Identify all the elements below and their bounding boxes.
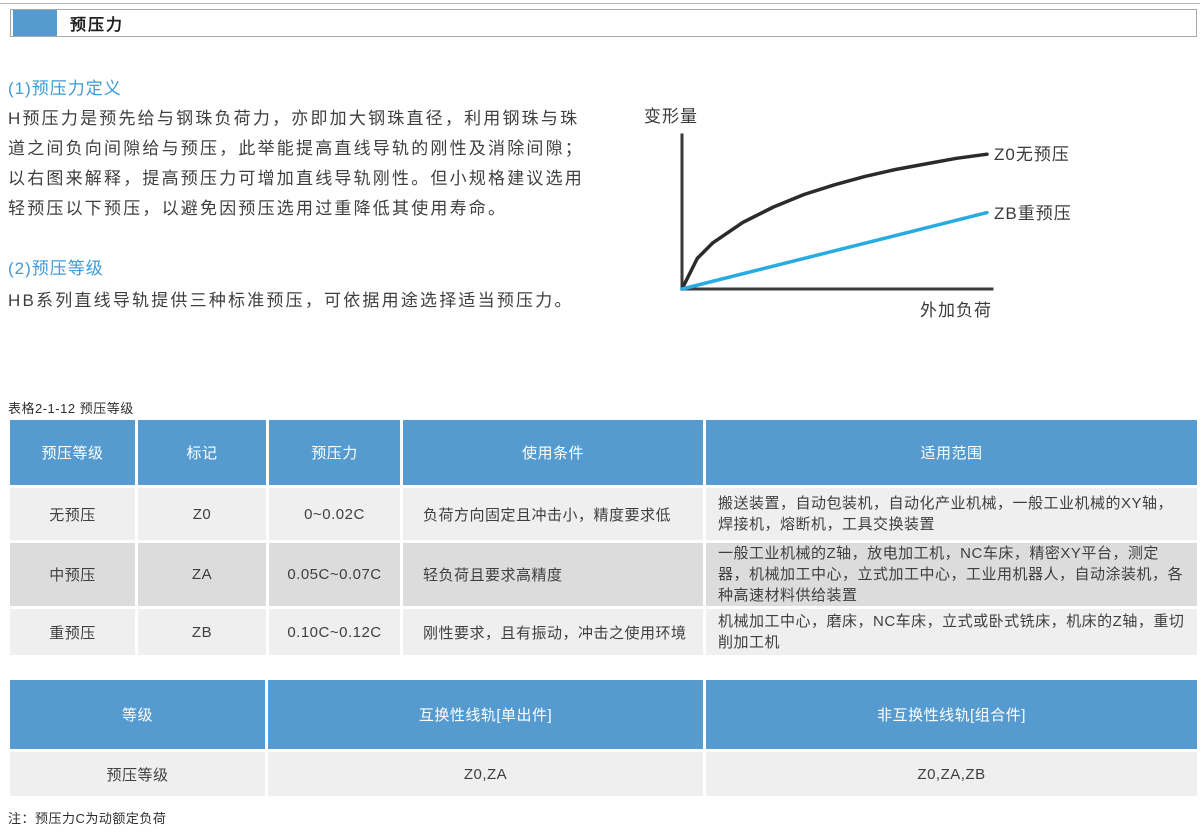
table1-cell: 中预压 xyxy=(10,543,135,606)
table1-cell: 刚性要求，且有振动，冲击之使用环境 xyxy=(403,609,703,655)
table2-header-grade: 等级 xyxy=(10,680,265,749)
deformation-load-chart: 变形量 Z0无预压 ZB重预压 外加负荷 xyxy=(644,107,1072,320)
table1-cell: 无预压 xyxy=(10,488,135,540)
table1-cell: 0.05C~0.07C xyxy=(269,543,400,606)
top-rule xyxy=(0,3,1200,4)
table1-header-conditions: 使用条件 xyxy=(403,420,703,485)
chart-curve-zb-heavy-preload xyxy=(680,210,989,291)
table1-header-applications: 适用范围 xyxy=(706,420,1197,485)
chart-series-label-z0: Z0无预压 xyxy=(994,145,1070,164)
chart-curve-z0-no-preload xyxy=(680,152,989,291)
table1-cell: 一般工业机械的Z轴，放电加工机，NC车床，精密XY平台，测定器，机械加工中心，立… xyxy=(706,543,1197,606)
interchangeable-rail-table: 等级 互换性线轨[单出件] 非互换性线轨[组合件] 预压等级 Z0,ZA Z0,… xyxy=(10,680,1197,796)
chart-y-axis-label: 变形量 xyxy=(644,107,698,126)
table2-header-interchangeable: 互换性线轨[单出件] xyxy=(268,680,703,749)
chart-x-axis-label: 外加负荷 xyxy=(920,301,992,320)
preload-grade-table: 预压等级 标记 预压力 使用条件 适用范围 无预压 Z0 0~0.02C 负荷方… xyxy=(10,420,1197,655)
heading-preload-grades: (2)预压等级 xyxy=(8,259,104,278)
table1-header-grade: 预压等级 xyxy=(10,420,135,485)
table1-cell: ZA xyxy=(138,543,266,606)
paragraph-preload-definition: H预压力是预先给与钢珠负荷力，亦即加大钢珠直径，利用钢珠与珠 道之间负向间隙给与… xyxy=(8,109,584,218)
table1-caption: 表格2-1-12 预压等级 xyxy=(8,401,134,416)
table2-cell: Z0,ZA xyxy=(268,752,703,796)
paragraph-preload-grades: HB系列直线导轨提供三种标准预压，可依据用途选择适当预压力。 xyxy=(8,291,574,310)
table1-cell: 重预压 xyxy=(10,609,135,655)
table1-cell: Z0 xyxy=(138,488,266,540)
table1-cell: 机械加工中心，磨床，NC车床，立式或卧式铣床，机床的Z轴，重切削加工机 xyxy=(706,609,1197,655)
table1-header-preload: 预压力 xyxy=(269,420,400,485)
table2-cell: Z0,ZA,ZB xyxy=(706,752,1197,796)
table2-cell: 预压等级 xyxy=(10,752,265,796)
section-title-bar: 预压力 xyxy=(10,9,1197,37)
chart-series-label-zb: ZB重预压 xyxy=(994,204,1072,223)
table2-header-non-interchangeable: 非互换性线轨[组合件] xyxy=(706,680,1197,749)
page-title: 预压力 xyxy=(70,17,125,34)
table1-header-mark: 标记 xyxy=(138,420,266,485)
table1-cell: 0~0.02C xyxy=(269,488,400,540)
title-accent-block xyxy=(13,10,57,36)
heading-preload-definition: (1)预压力定义 xyxy=(8,79,122,98)
footnote: 注：预压力C为动额定负荷 xyxy=(8,811,167,826)
table1-cell: 0.10C~0.12C xyxy=(269,609,400,655)
table1-cell: ZB xyxy=(138,609,266,655)
table1-cell: 负荷方向固定且冲击小，精度要求低 xyxy=(403,488,703,540)
table1-cell: 搬送装置，自动包装机，自动化产业机械，一般工业机械的XY轴，焊接机，熔断机，工具… xyxy=(706,488,1197,540)
table1-cell: 轻负荷且要求高精度 xyxy=(403,543,703,606)
